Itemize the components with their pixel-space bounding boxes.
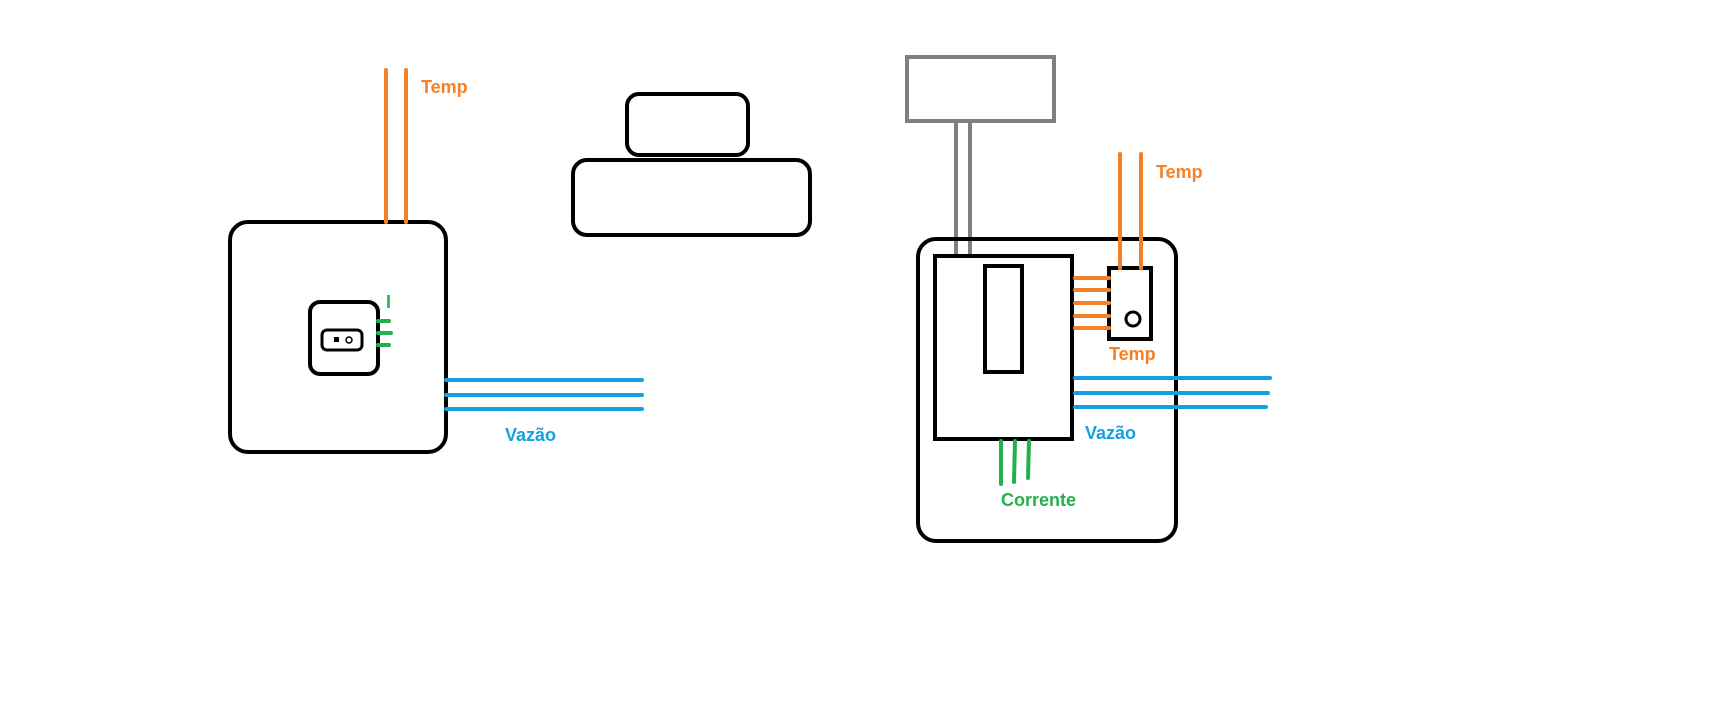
- left-flow-wires: [444, 378, 644, 411]
- left-device: Temp I Vazão: [228, 68, 644, 454]
- middle-shapes: [571, 92, 812, 237]
- right-current-wires: [999, 439, 1031, 486]
- left-connector-hole: [345, 336, 353, 344]
- left-temp-wires: [384, 68, 408, 224]
- right-flow-label: Vazão: [1085, 423, 1136, 443]
- right-inner-module: [933, 254, 1074, 441]
- left-current-sensor-body: [308, 300, 380, 376]
- right-current-label: Corrente: [1001, 490, 1076, 510]
- left-current-sensor: [308, 300, 380, 376]
- left-current-label: I: [386, 292, 391, 312]
- right-temp-sensor-dot: [1124, 310, 1142, 328]
- left-flow-label: Vazão: [505, 425, 556, 445]
- right-temp-wires: [1118, 152, 1143, 270]
- left-device-body: [228, 220, 448, 454]
- left-current-wires: [376, 319, 393, 347]
- right-gray-box: [905, 55, 1056, 123]
- right-device: Temp Temp Vazão Corrente: [905, 55, 1272, 543]
- right-sensor-connector-wires: [1073, 276, 1111, 330]
- right-inner-slot: [983, 264, 1024, 374]
- right-device-body: [916, 237, 1178, 543]
- right-current-wire-2: [1012, 439, 1017, 484]
- middle-bottom-block: [571, 158, 812, 237]
- left-connector-pin: [334, 337, 339, 342]
- right-current-wire-3: [1026, 439, 1031, 480]
- middle-top-block: [625, 92, 750, 157]
- left-current-sensor-connector: [320, 328, 364, 352]
- right-temp-sensor: [1107, 266, 1153, 341]
- right-temp-top-label: Temp: [1156, 162, 1203, 182]
- right-flow-wires: [1073, 376, 1272, 409]
- right-gray-wires: [954, 121, 972, 256]
- right-temp-sensor-label: Temp: [1109, 344, 1156, 364]
- left-temp-label: Temp: [421, 77, 468, 97]
